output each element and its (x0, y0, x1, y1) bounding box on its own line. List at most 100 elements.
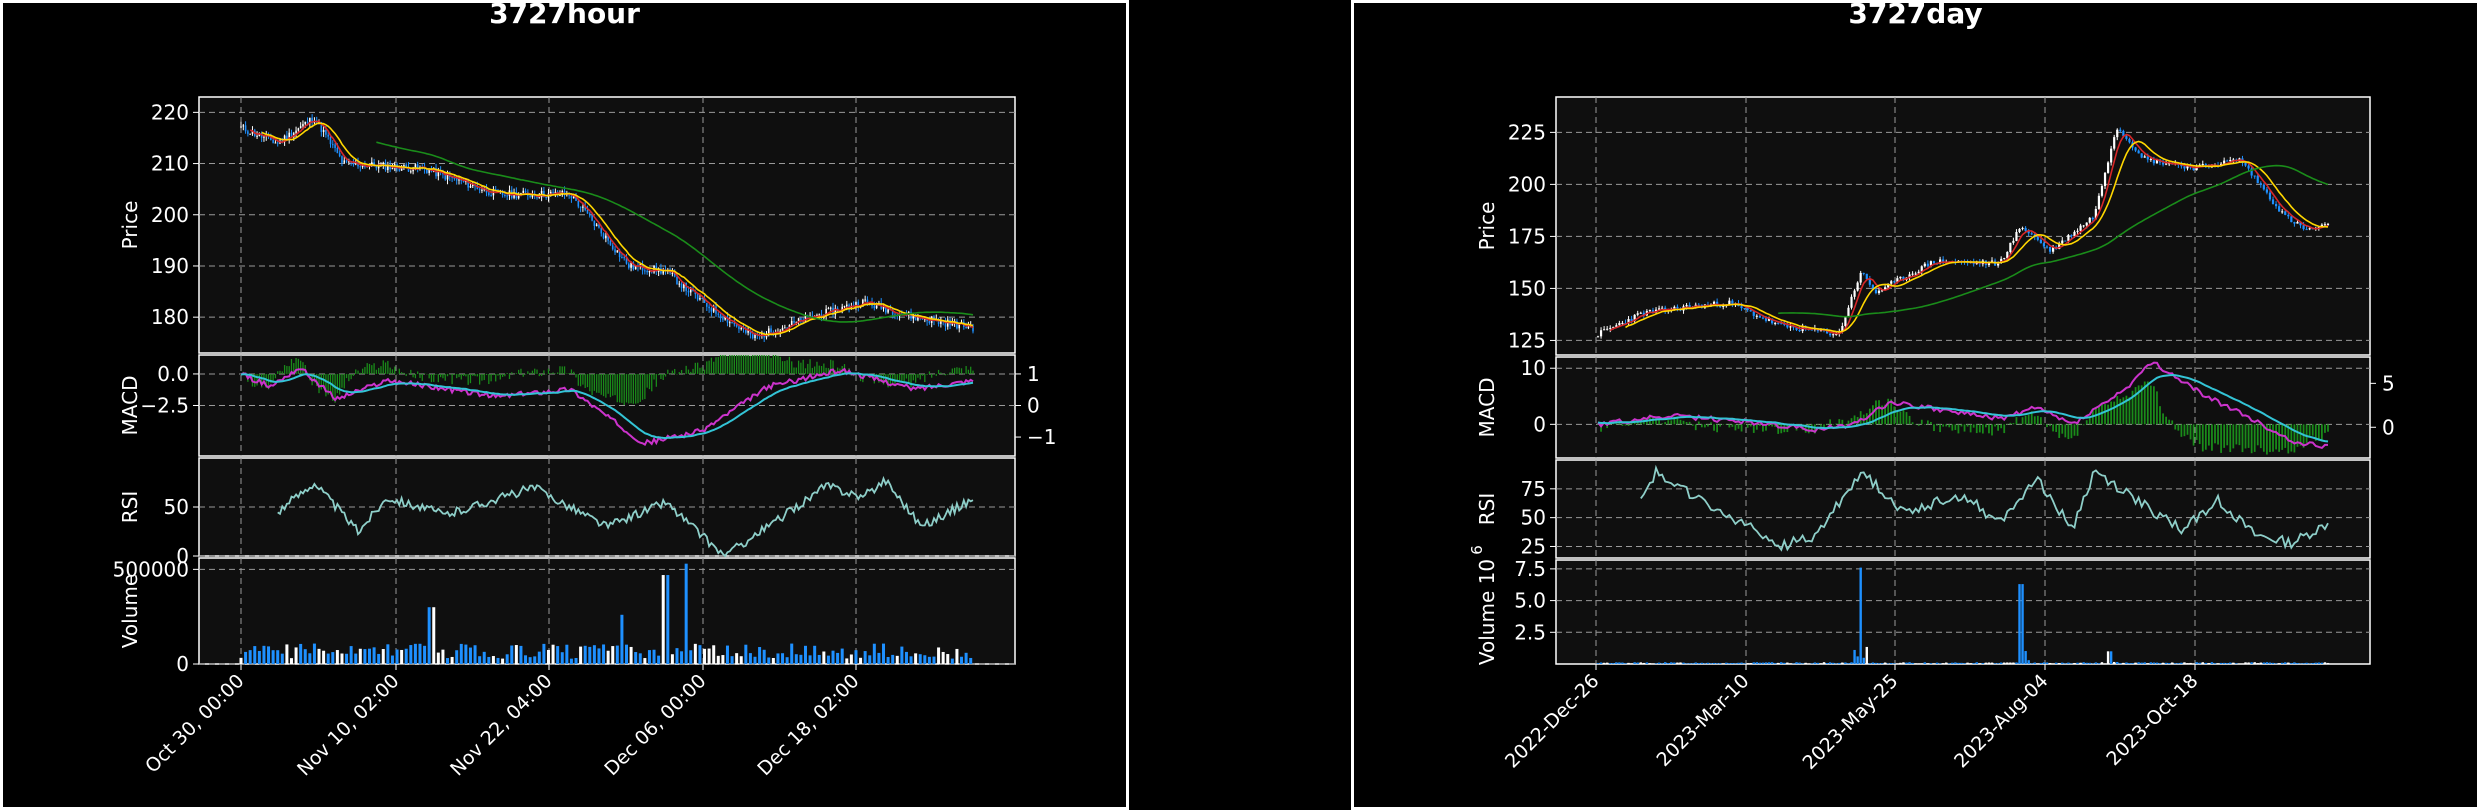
hour-price-ytick-label: 180 (151, 305, 189, 329)
hour-macd-histogram-bar (380, 366, 382, 374)
day-macd-histogram-bar (2058, 424, 2061, 438)
day-candle-body (1920, 266, 1923, 272)
hour-volume-bar (634, 652, 638, 664)
day-macd-histogram-bar (1981, 424, 1984, 434)
hour-candle-body (543, 190, 545, 198)
hour-macd-histogram-bar (896, 373, 898, 381)
hour-macd-histogram-bar (947, 373, 949, 375)
day-macd-ytick-label-right: 0 (2382, 415, 2395, 439)
day-candle-body (1874, 289, 1878, 294)
day-macd-histogram-bar (2052, 424, 2054, 432)
day-volume-bar (1609, 663, 1612, 664)
hour-candle-body (476, 186, 479, 190)
hour-volume-bar (744, 644, 748, 664)
day-macd-histogram-bar (1774, 424, 1777, 427)
day-candle-body (2195, 166, 2198, 171)
hour-volume-bar (698, 645, 702, 664)
day-candle-body (2012, 240, 2015, 243)
day-volume-bar (1746, 663, 1749, 664)
hour-volume-bar (257, 650, 261, 664)
day-candle-body (1908, 274, 1911, 278)
day-volume-ytick-label: 2.5 (1514, 620, 1546, 644)
hour-candle-body (595, 224, 598, 226)
hour-candle-body (446, 174, 449, 180)
hour-volume-bar (289, 658, 293, 664)
day-volume-bar (1722, 663, 1725, 664)
hour-macd-histogram-bar (644, 373, 646, 400)
hour-macd-histogram-bar (954, 367, 956, 374)
hour-macd-histogram-bar (738, 355, 740, 374)
day-volume-bar (2265, 662, 2269, 664)
hour-macd-histogram-bar (472, 373, 474, 376)
hour-volume-bar (794, 654, 798, 664)
hour-macd-histogram-bar (536, 369, 538, 374)
hour-candle-body (891, 309, 894, 315)
hour-candle-body (710, 308, 713, 312)
day-volume-bar (2109, 651, 2113, 664)
hour-macd-histogram-bar (598, 373, 600, 393)
day-macd-histogram-bar (1606, 424, 1609, 429)
hour-macd-histogram-bar (820, 365, 823, 374)
day-volume-bar (1871, 662, 1875, 664)
hour-macd-histogram-bar (628, 373, 630, 404)
hour-volume-bar (519, 645, 523, 664)
day-macd-histogram-bar (2317, 424, 2320, 441)
day-macd-histogram-bar (1725, 424, 1728, 425)
day-volume-bar (1856, 656, 1859, 664)
hour-candle-body (602, 233, 605, 239)
day-volume-bar (1920, 663, 1923, 664)
day-macd-histogram-bar (1716, 424, 1719, 433)
hour-macd-histogram-bar (687, 369, 690, 374)
hour-volume-bar (941, 651, 945, 664)
day-volume-bar (2134, 662, 2137, 664)
day-candle-body (1990, 260, 1994, 262)
day-candle-body (1651, 310, 1655, 313)
day-macd-histogram-bar (1887, 398, 1890, 425)
day-volume-bar (2290, 663, 2293, 664)
hour-candle-body (673, 272, 676, 277)
hour-candle-body (630, 262, 632, 268)
hour-candle-body (671, 272, 674, 274)
hour-candle-body (885, 306, 887, 313)
day-volume-bar (1847, 663, 1850, 664)
hour-macd-histogram-bar (256, 373, 258, 386)
day-xtick-label: 2023-May-25 (1798, 670, 1902, 774)
hour-candle-body (407, 166, 410, 172)
day-macd-histogram-bar (2079, 424, 2082, 425)
hour-volume-bar (817, 654, 821, 664)
hour-macd-histogram-bar (602, 373, 605, 397)
day-candle-body (1850, 296, 1853, 308)
day-macd-histogram-bar (1655, 419, 1657, 425)
day-volume-bar (1865, 646, 1868, 664)
hour-volume-bar (693, 643, 697, 664)
day-macd-histogram-bar (1939, 424, 1941, 433)
day-candle-body (2003, 258, 2006, 260)
day-volume-bar (2198, 662, 2201, 664)
day-macd-histogram-bar (2171, 420, 2174, 425)
hour-macd-histogram-bar (937, 369, 940, 374)
day-candle-body (1810, 329, 1813, 331)
hour-macd-histogram-bar (589, 373, 591, 392)
hour-macd-histogram-bar (460, 373, 462, 380)
hour-volume-bar (652, 649, 656, 664)
hour-rsi-line (277, 475, 974, 558)
day-macd-histogram-bar (2214, 424, 2216, 444)
day-candle-body (1829, 333, 1832, 336)
hour-volume-bar (845, 658, 849, 664)
hour-candle-body (862, 299, 864, 307)
day-volume-bar (1786, 662, 1789, 664)
hour-macd-histogram-bar (660, 373, 662, 380)
day-volume-bar (2161, 662, 2165, 664)
day-volume-bar (1978, 663, 1981, 664)
day-candle-body (2070, 235, 2073, 237)
hour-volume-bar (285, 644, 289, 664)
hour-macd-histogram-bar (394, 366, 396, 374)
day-macd-histogram-bar (2040, 417, 2042, 425)
hour-volume-bar (487, 656, 491, 664)
hour-candle-body (584, 206, 587, 210)
hour-macd-histogram-bar (417, 371, 419, 374)
day-volume-bar (1764, 662, 1768, 664)
day-volume-bar (1780, 662, 1783, 664)
hour-volume-bar (450, 656, 454, 664)
hour-macd-histogram-bar (485, 373, 488, 376)
